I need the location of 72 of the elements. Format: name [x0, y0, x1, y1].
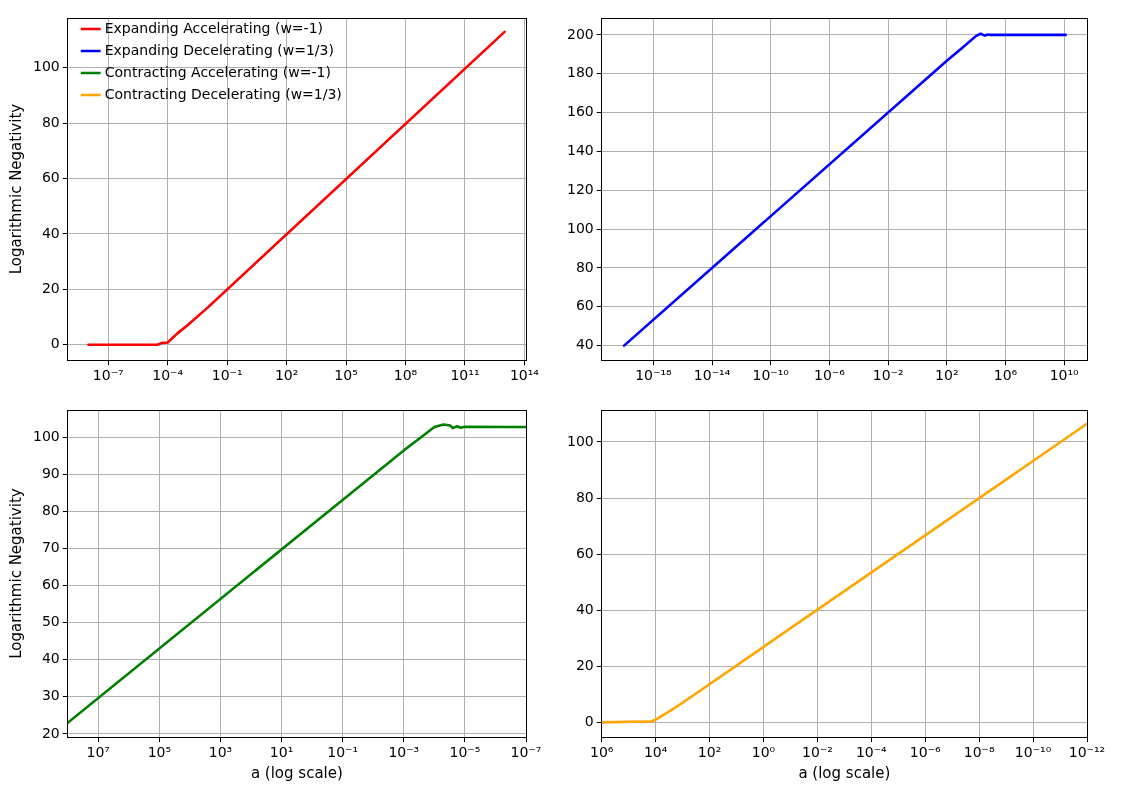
text: Contracting Decelerating (w=1/3) [104, 85, 342, 102]
y-tick-label: 80 [41, 113, 60, 130]
x-tick-label: 10⁻¹² [1068, 744, 1106, 761]
y-tick-label: 20 [41, 724, 60, 741]
y-tick-label: 180 [566, 64, 594, 81]
x-tick-label: 10¹⁰ [1049, 367, 1080, 384]
y-axis-title: Logarithmic Negativity [6, 488, 25, 659]
x-tick-label: 10² [274, 367, 299, 384]
y-tick-label: 40 [575, 336, 594, 353]
y-tick-label: 0 [584, 712, 594, 729]
y-tick-label: 0 [50, 335, 60, 352]
x-tick-label: 10⁻¹ [211, 367, 243, 384]
y-tick-label: 20 [575, 656, 594, 673]
x-tick-label: 10⁻⁷ [92, 367, 124, 384]
x-axis-title: a (log scale) [798, 763, 891, 782]
x-tick-label: 10⁻² [801, 744, 833, 761]
x-tick-label: 10¹⁴ [509, 367, 540, 384]
x-tick-label: 10² [935, 367, 959, 384]
y-tick-label: 70 [41, 539, 60, 556]
x-tick-label: 10⁻⁷ [510, 744, 542, 761]
legend-label: Expanding Accelerating (w=-1) [104, 19, 324, 36]
y-tick-label: 100 [566, 432, 594, 449]
x-tick-label: 10⁻⁶ [909, 744, 942, 761]
x-tick-label: 10⁻⁶ [814, 367, 846, 384]
y-tick-label: 90 [41, 465, 60, 482]
x-tick-label: 10³ [208, 744, 233, 761]
y-tick-label: 50 [41, 613, 60, 630]
x-tick-label: 10⁻⁴ [855, 744, 888, 761]
x-tick-label: 10⁷ [86, 744, 110, 761]
x-axis-title: a (log scale) [250, 763, 343, 782]
y-tick-label: 80 [575, 488, 594, 505]
y-tick-label: 60 [41, 576, 60, 593]
x-tick-label: 10² [697, 744, 722, 761]
x-tick-label: 10⁻⁵ [449, 744, 481, 761]
y-tick-label: 40 [575, 600, 594, 617]
x-tick-label: 10⁶ [590, 744, 614, 761]
x-tick-label: 10⁸ [393, 367, 418, 384]
x-tick-label: 10⁻³ [388, 744, 420, 761]
y-tick-label: 30 [41, 687, 60, 704]
text: Expanding Decelerating (w=1/3) [104, 41, 334, 58]
text: Contracting Accelerating (w=-1) [104, 63, 331, 80]
x-tick-label: 10⁰ [751, 744, 776, 761]
y-tick-label: 60 [575, 297, 594, 314]
y-tick-label: 20 [41, 279, 60, 296]
x-tick-label: 10⁻¹⁰ [752, 367, 790, 384]
x-tick-label: 10⁵ [334, 367, 358, 384]
y-tick-label: 140 [566, 142, 594, 159]
y-axis-title: Logarithmic Negativity [6, 103, 25, 275]
y-tick-label: 80 [41, 502, 60, 519]
y-tick-label: 40 [41, 224, 60, 241]
y-tick-label: 60 [575, 544, 594, 561]
x-tick-label: 10⁶ [993, 367, 1018, 384]
x-tick-label: 10¹¹ [450, 367, 480, 384]
y-tick-label: 60 [41, 169, 60, 186]
x-tick-label: 10⁻¹⁸ [635, 367, 672, 384]
x-tick-label: 10⁻¹⁰ [1014, 744, 1052, 761]
x-tick-label: 10⁻¹⁴ [693, 367, 731, 384]
y-tick-label: 200 [566, 25, 594, 42]
y-tick-label: 120 [566, 180, 594, 197]
y-tick-label: 40 [41, 650, 60, 667]
y-tick-label: 100 [32, 58, 60, 75]
x-tick-label: 10¹ [269, 744, 294, 761]
y-tick-label: 100 [566, 219, 594, 236]
x-tick-label: 10⁴ [643, 744, 668, 761]
y-tick-label: 100 [32, 428, 60, 445]
x-tick-label: 10⁻² [872, 367, 904, 384]
y-tick-label: 80 [575, 258, 594, 275]
x-tick-label: 10⁵ [147, 744, 172, 761]
x-tick-label: 10⁻⁴ [152, 367, 184, 384]
y-tick-label: 160 [566, 103, 594, 120]
x-tick-label: 10⁻¹ [327, 744, 359, 761]
x-tick-label: 10⁻⁸ [963, 744, 995, 761]
